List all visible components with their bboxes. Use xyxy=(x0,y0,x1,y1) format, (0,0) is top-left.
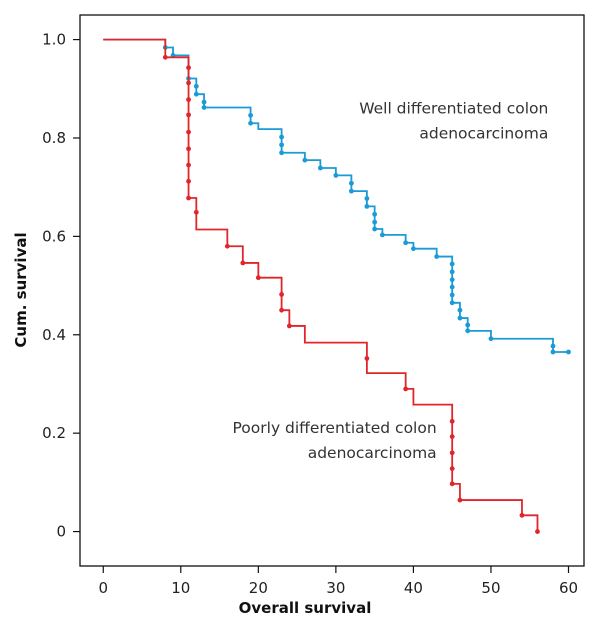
y-tick-label: 1.0 xyxy=(42,31,66,49)
censor-marker xyxy=(465,328,471,334)
censor-marker xyxy=(201,105,207,110)
censor-marker xyxy=(449,261,455,267)
censor-marker xyxy=(411,246,416,252)
y-axis: 0 0.2 0.4 0.6 0.8 1.0 xyxy=(42,31,80,541)
series-annotation: Well differentiated colon adenocarcinoma xyxy=(359,99,548,142)
censor-marker xyxy=(449,450,455,456)
y-axis-title: Cum. survival xyxy=(12,232,30,347)
y-tick-label: 0.2 xyxy=(42,424,66,442)
censor-marker xyxy=(519,512,525,518)
censor-marker xyxy=(403,386,409,392)
y-tick-label: 0 xyxy=(56,523,66,541)
plot-frame xyxy=(79,14,585,567)
censor-marker xyxy=(186,112,191,118)
censor-marker xyxy=(449,292,455,298)
censor-marker xyxy=(550,343,556,349)
censor-marker xyxy=(240,260,246,266)
censor-marker xyxy=(255,275,261,281)
censor-marker xyxy=(162,54,168,60)
censor-marker xyxy=(186,97,191,103)
censor-marker xyxy=(348,188,354,194)
censor-marker xyxy=(535,529,540,534)
x-tick-label: 30 xyxy=(326,579,345,597)
censor-marker xyxy=(380,232,385,238)
censor-marker xyxy=(550,349,556,355)
censor-marker xyxy=(248,112,253,118)
x-tick-label: 50 xyxy=(481,579,500,597)
censor-marker xyxy=(488,336,494,342)
x-tick-label: 60 xyxy=(559,579,578,597)
censor-marker xyxy=(449,418,455,424)
censor-marker xyxy=(403,240,409,246)
x-axis: 0 10 20 30 40 50 60 xyxy=(98,566,578,597)
censor-marker xyxy=(457,497,463,503)
censor-marker xyxy=(279,142,284,148)
censor-marker xyxy=(286,323,292,329)
x-tick-label: 0 xyxy=(98,579,108,597)
censor-marker xyxy=(224,243,230,249)
annotations: Well differentiated colon adenocarcinomaP… xyxy=(233,99,549,462)
censor-marker xyxy=(457,315,463,321)
censor-marker xyxy=(248,120,253,126)
censor-marker xyxy=(279,307,284,313)
y-tick-label: 0.4 xyxy=(42,326,66,344)
censor-marker xyxy=(457,307,463,313)
series-1 xyxy=(103,38,571,355)
censor-marker xyxy=(317,165,323,171)
censor-marker xyxy=(186,129,191,135)
censor-marker xyxy=(186,195,191,201)
censor-marker xyxy=(193,91,199,97)
x-axis-title: Overall survival xyxy=(239,599,372,617)
series-line xyxy=(103,38,569,353)
x-tick-label: 40 xyxy=(404,579,423,597)
censor-marker xyxy=(186,162,191,168)
censor-marker xyxy=(333,172,339,178)
x-tick-label: 20 xyxy=(249,579,268,597)
censor-marker xyxy=(465,322,471,328)
series-line xyxy=(103,38,539,532)
censor-marker xyxy=(566,349,571,355)
censor-marker xyxy=(279,134,284,140)
annotation-line: adenocarcinoma xyxy=(419,124,548,142)
annotation-line: Poorly differentiated colon xyxy=(233,419,437,437)
censor-marker xyxy=(186,178,191,184)
y-tick-label: 0.8 xyxy=(42,129,66,147)
annotation-line: Well differentiated colon xyxy=(359,99,548,117)
censor-marker xyxy=(449,481,455,487)
censor-marker xyxy=(201,99,207,105)
censor-marker xyxy=(364,196,370,201)
censor-marker xyxy=(193,83,199,89)
censor-marker xyxy=(279,150,284,156)
censor-marker xyxy=(186,80,191,86)
series-2 xyxy=(103,38,540,534)
series-layer xyxy=(103,38,571,534)
censor-marker xyxy=(302,157,308,163)
censor-marker xyxy=(449,284,455,290)
censor-marker xyxy=(449,466,455,471)
censor-marker xyxy=(449,434,455,440)
censor-marker xyxy=(372,226,378,232)
series-annotation: Poorly differentiated colon adenocarcinom… xyxy=(233,419,437,462)
censor-marker xyxy=(449,277,455,283)
censor-marker xyxy=(372,219,378,225)
annotation-line: adenocarcinoma xyxy=(308,444,437,462)
y-tick-label: 0.6 xyxy=(42,227,66,245)
censor-marker xyxy=(449,300,455,306)
censor-marker xyxy=(348,180,354,186)
censor-marker xyxy=(364,355,370,361)
censor-marker xyxy=(186,146,191,152)
censor-marker xyxy=(449,269,455,275)
censor-marker xyxy=(364,203,370,209)
censor-marker xyxy=(279,292,284,297)
censor-marker xyxy=(193,209,199,215)
x-tick-label: 10 xyxy=(171,579,190,597)
censor-marker xyxy=(186,65,191,71)
censor-marker xyxy=(372,211,378,217)
censor-marker xyxy=(434,254,440,259)
